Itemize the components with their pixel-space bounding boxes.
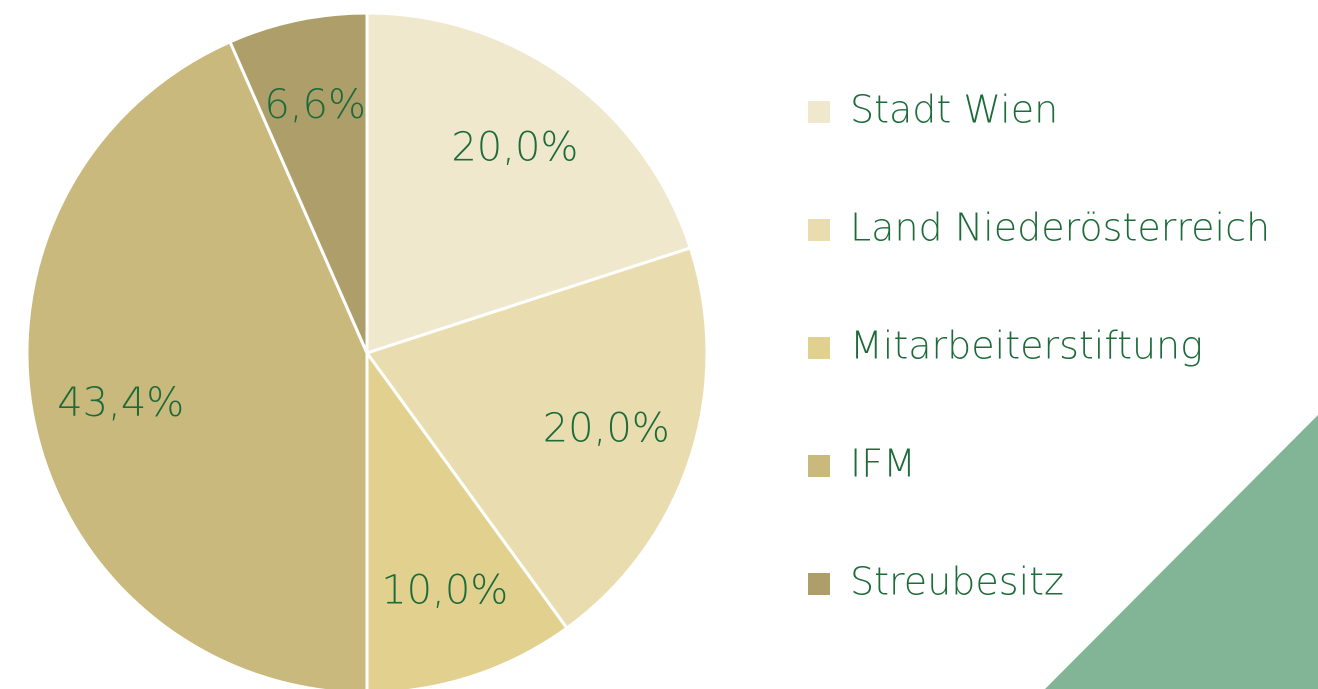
legend-swatch [808,101,830,123]
data-label: 10,0% [381,567,508,613]
data-label: 43,4% [57,380,184,426]
data-label: 6,6% [264,82,366,128]
decor-triangle [1045,415,1318,689]
legend-label: Land Niederösterreich [850,206,1270,250]
data-label: 20,0% [451,124,578,170]
legend-swatch [808,219,830,241]
legend-label: IFM [850,442,916,486]
pie-slice [365,348,569,689]
legend-swatch [808,337,830,359]
pie-slice [228,11,369,354]
legend-label: Stadt Wien [850,88,1058,132]
data-label: 20,0% [543,406,670,452]
legend-swatch [808,455,830,477]
pie-slice [25,39,369,689]
pie-slice [364,246,709,631]
legend-label: Streubesitz [850,560,1064,604]
legend-label: Mitarbeiterstiftung [850,324,1203,368]
pie-slice [365,11,693,356]
legend-swatch [808,573,830,595]
